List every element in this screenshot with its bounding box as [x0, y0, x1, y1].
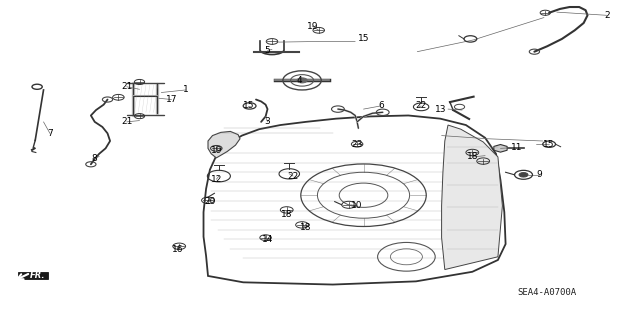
- Text: 8: 8: [92, 154, 97, 163]
- Text: 2: 2: [604, 11, 609, 20]
- Text: FR.: FR.: [29, 271, 45, 280]
- Polygon shape: [494, 145, 507, 152]
- Polygon shape: [442, 125, 502, 270]
- Circle shape: [297, 78, 307, 83]
- Text: 11: 11: [511, 143, 523, 152]
- Text: 17: 17: [166, 95, 177, 104]
- Text: 1: 1: [183, 85, 188, 94]
- Text: 20: 20: [204, 197, 216, 206]
- Text: 21: 21: [121, 82, 132, 91]
- Text: 18: 18: [300, 223, 312, 232]
- Text: 13: 13: [435, 105, 446, 114]
- Text: 4: 4: [297, 76, 302, 85]
- Text: 6: 6: [378, 101, 383, 110]
- Text: 15: 15: [543, 140, 555, 149]
- Text: 15: 15: [358, 34, 369, 43]
- Text: 12: 12: [211, 175, 222, 184]
- Text: SEA4-A0700A: SEA4-A0700A: [518, 288, 577, 297]
- Text: 23: 23: [351, 140, 363, 149]
- Text: 22: 22: [415, 101, 427, 110]
- Text: 19: 19: [307, 22, 318, 31]
- Text: 21: 21: [121, 117, 132, 126]
- Text: 18: 18: [467, 152, 478, 161]
- Text: 5: 5: [265, 46, 270, 55]
- Text: 22: 22: [287, 172, 299, 181]
- Text: 9: 9: [536, 170, 541, 179]
- Polygon shape: [208, 131, 240, 158]
- Text: 16: 16: [172, 245, 184, 254]
- Text: 15: 15: [243, 101, 254, 110]
- Text: 19: 19: [211, 146, 222, 155]
- Text: 14: 14: [262, 235, 273, 244]
- Text: 18: 18: [281, 210, 292, 219]
- Circle shape: [519, 173, 528, 177]
- Text: 3: 3: [265, 117, 270, 126]
- Polygon shape: [18, 272, 48, 279]
- Text: 10: 10: [351, 201, 363, 210]
- Text: 7: 7: [47, 129, 52, 138]
